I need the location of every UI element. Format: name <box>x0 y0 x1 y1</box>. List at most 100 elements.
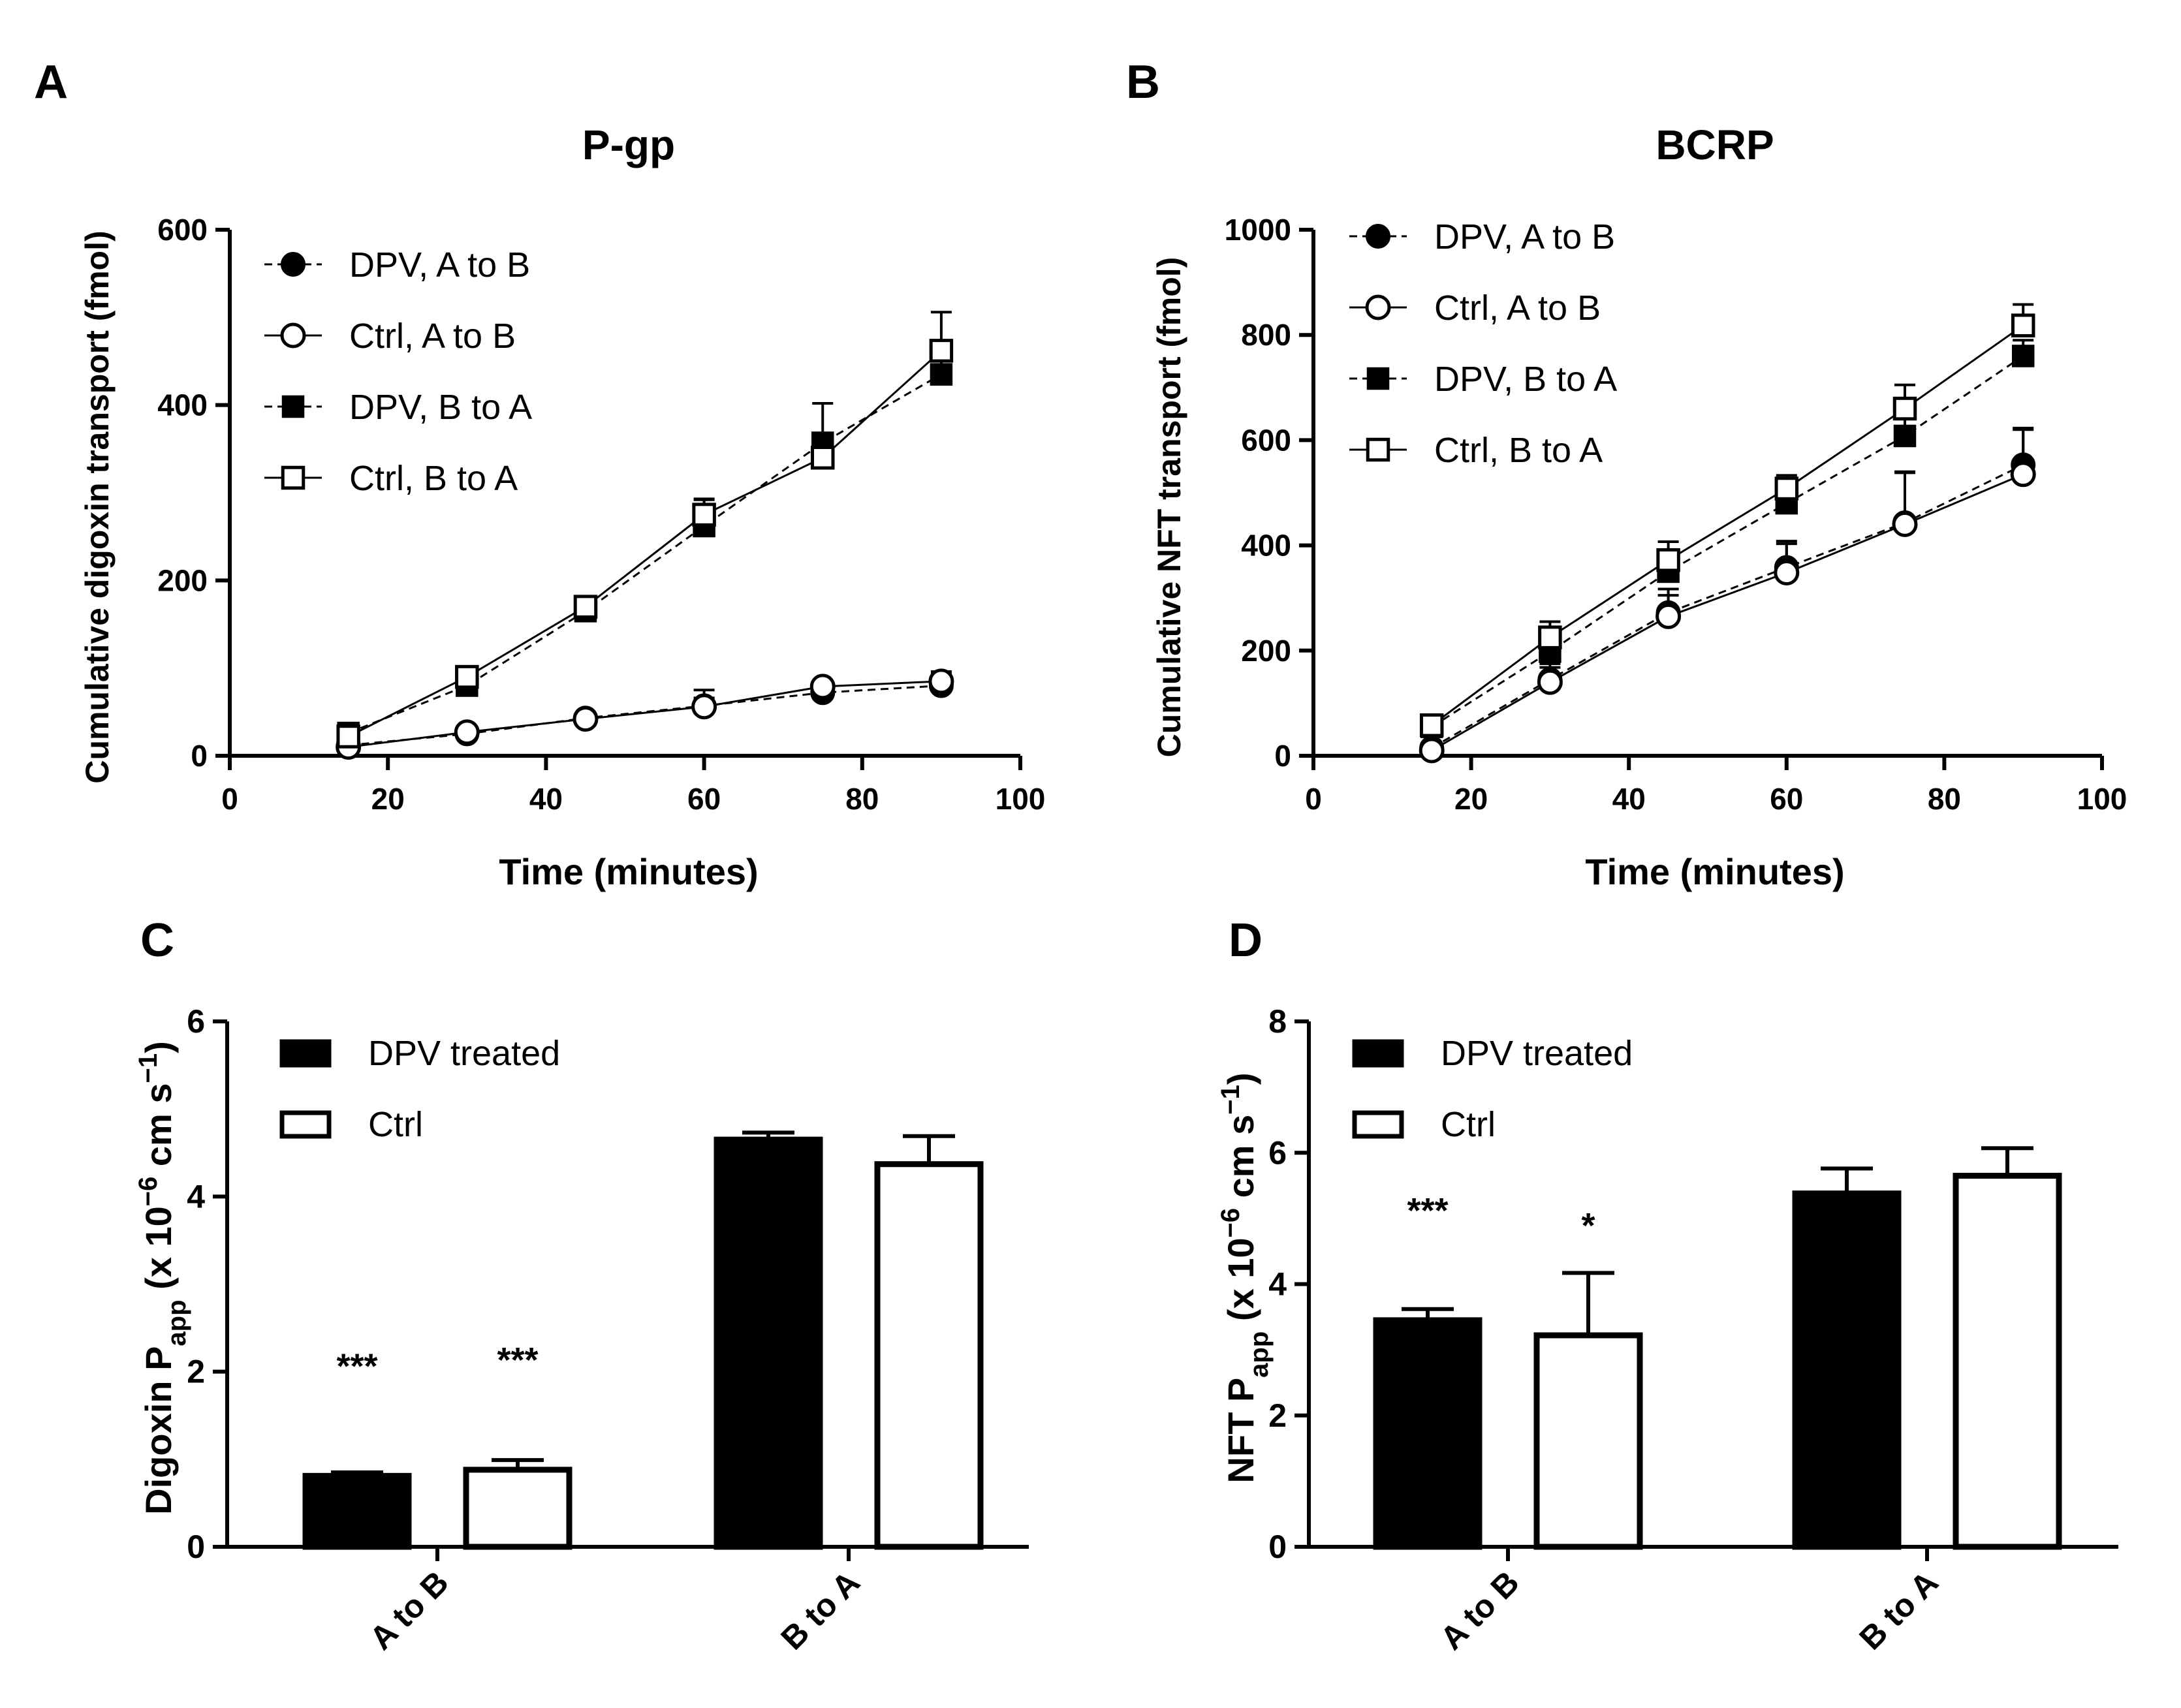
panel-a-legend: DPV, A to B Ctrl, A to B DPV, B to A Ctrl, … <box>264 245 532 498</box>
significance-marker: * <box>1581 1206 1595 1245</box>
bar-ctrl-a-to-b <box>463 1467 573 1550</box>
y-tick-label: 600 <box>1241 423 1291 457</box>
panel-c-letter: C <box>140 914 174 967</box>
panel-b-y-axis-label: Cumulative NFT transport (fmol) <box>1151 257 1187 758</box>
panel-d-y-axis-label: NFT Papp (x 10−6 cm s−1) <box>1216 1072 1274 1483</box>
legend-item-ctrl: Ctrl <box>279 1105 423 1144</box>
legend-item-dpv-a-to-b: DPV, A to B <box>1349 217 1615 256</box>
legend-marker <box>1366 224 1390 249</box>
legend-item-ctrl-b-to-a: Ctrl, B to A <box>264 459 518 498</box>
y-tick-label: 1000 <box>1225 213 1291 247</box>
x-tick-label: 40 <box>1612 782 1646 816</box>
data-point <box>1537 669 1563 695</box>
y-tick-label: 8 <box>1268 1003 1287 1040</box>
series-ctrl-a-to-b <box>1419 428 2036 764</box>
y-tick-label: 0 <box>1268 1529 1287 1565</box>
panel-a-line-chart: A P-gp Time (minutes) Cumulative digoxin… <box>34 56 1045 892</box>
panel-c-legend: DPV treated Ctrl <box>279 1034 560 1144</box>
y-tick-label: 2 <box>1268 1397 1287 1434</box>
data-point <box>1892 396 1917 421</box>
series-line <box>348 680 941 749</box>
y-tick-label: 4 <box>1268 1266 1287 1303</box>
data-point <box>692 503 716 527</box>
series-ctrl-a-to-b <box>336 668 954 760</box>
series-line <box>1431 324 2024 726</box>
data-point <box>455 664 479 689</box>
panel-b-line-chart: B BCRP Time (minutes) Cumulative NFT tra… <box>1126 56 2127 892</box>
series-line <box>348 373 942 734</box>
bar-ctrl-b-to-a <box>874 1161 984 1550</box>
significance-marker: *** <box>497 1341 538 1380</box>
legend-item-ctrl-a-to-b: Ctrl, A to B <box>1349 288 1601 328</box>
y-tick-label: 200 <box>1241 634 1291 668</box>
bar-dpv-treated-a-to-b <box>1373 1317 1483 1550</box>
panel-d-letter: D <box>1229 914 1263 967</box>
panel-a-title: P-gp <box>582 121 675 168</box>
panel-d-bars: *** * <box>1373 1146 2062 1550</box>
bar-ctrl-a-to-b <box>1533 1332 1643 1550</box>
data-point <box>1893 424 1917 448</box>
panel-b-letter: B <box>1126 56 1160 108</box>
panel-a-letter: A <box>34 56 68 108</box>
panel-b-x-axis-label: Time (minutes) <box>1585 851 1844 892</box>
data-point <box>573 595 598 619</box>
legend-item-dpv-treated: DPV treated <box>279 1034 560 1073</box>
legend-label: Ctrl, B to A <box>349 459 518 498</box>
data-point <box>1892 511 1918 537</box>
bar-dpv-treated-b-to-a <box>714 1136 823 1550</box>
y-tick-label: 400 <box>157 388 208 422</box>
x-tick-label: 0 <box>1305 782 1322 816</box>
legend-label: Ctrl, B to A <box>1434 431 1603 470</box>
panel-d-legend: DPV treated Ctrl <box>1352 1034 1633 1144</box>
y-tick-label: 6 <box>1268 1134 1287 1171</box>
data-point <box>1419 713 1444 738</box>
panel-a-y-axis-label: Cumulative digoxin transport (fmol) <box>79 230 116 783</box>
bar-dpv-treated-b-to-a <box>1792 1190 1902 1550</box>
data-point <box>2011 345 2035 367</box>
legend-item-ctrl-a-to-b: Ctrl, A to B <box>264 317 516 356</box>
data-point <box>336 724 360 749</box>
panel-c-bars: *** *** <box>302 1130 984 1550</box>
x-tick-label: 20 <box>1454 782 1488 816</box>
series-line <box>348 685 941 747</box>
x-category-label: A to B <box>1433 1564 1526 1656</box>
significance-marker: *** <box>336 1346 377 1386</box>
x-tick-label: 0 <box>221 782 238 816</box>
panel-a-series <box>336 311 954 760</box>
legend-swatch <box>279 1039 332 1068</box>
panel-c-bar-chart: C Digoxin Papp (x 10−6 cm s−1) 0 2 4 6 A to … <box>134 914 1029 1657</box>
panel-b-legend: DPV, A to B Ctrl, A to B DPV, B to A Ctrl, … <box>1349 217 1617 470</box>
legend-marker <box>281 252 306 277</box>
panel-b-title: BCRP <box>1655 121 1774 168</box>
y-tick-label: 0 <box>1274 739 1291 773</box>
legend-item-dpv-b-to-a: DPV, B to A <box>1349 360 1617 399</box>
x-tick-label: 60 <box>1770 782 1803 816</box>
data-point <box>811 446 835 470</box>
y-tick-label: 200 <box>157 563 208 597</box>
y-tick-label: 0 <box>191 739 208 773</box>
panel-c-y-axis-label: Digoxin Papp (x 10−6 cm s−1) <box>134 1041 191 1515</box>
data-point <box>1774 476 1799 501</box>
legend-item-dpv-a-to-b: DPV, A to B <box>264 245 530 285</box>
y-tick-label: 0 <box>187 1529 205 1565</box>
legend-marker <box>1366 437 1390 462</box>
y-tick-label: 600 <box>157 213 208 247</box>
legend-swatch <box>279 1110 332 1139</box>
series-ctrl-b-to-a <box>336 311 954 749</box>
x-category-label: A to B <box>362 1564 455 1656</box>
data-point <box>573 706 599 732</box>
series-dpv-b-to-a <box>1420 339 2035 738</box>
legend-marker <box>1365 294 1391 320</box>
legend-swatch <box>1352 1039 1404 1068</box>
data-point <box>929 339 954 363</box>
series-line <box>1431 473 2024 752</box>
legend-label: Ctrl <box>368 1105 423 1144</box>
data-point <box>454 719 480 745</box>
data-point <box>1419 738 1445 764</box>
bar-dpv-treated-a-to-b <box>302 1472 412 1550</box>
legend-label: DPV treated <box>1441 1034 1633 1073</box>
panel-d-bar-chart: D NFT Papp (x 10−6 cm s−1) 0 2 4 6 8 A to B B … <box>1216 914 2118 1657</box>
legend-marker <box>280 322 306 349</box>
